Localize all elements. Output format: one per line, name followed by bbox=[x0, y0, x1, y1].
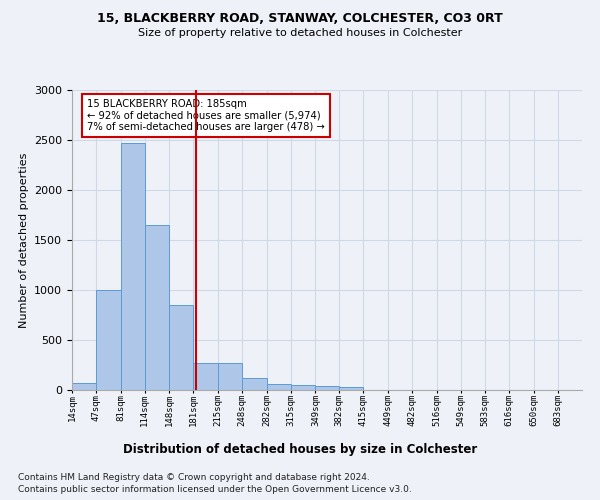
Text: Distribution of detached houses by size in Colchester: Distribution of detached houses by size … bbox=[123, 442, 477, 456]
Text: Contains public sector information licensed under the Open Government Licence v3: Contains public sector information licen… bbox=[18, 485, 412, 494]
Bar bbox=[242, 378, 267, 390]
Text: Size of property relative to detached houses in Colchester: Size of property relative to detached ho… bbox=[138, 28, 462, 38]
Y-axis label: Number of detached properties: Number of detached properties bbox=[19, 152, 29, 328]
Bar bbox=[121, 142, 145, 390]
Bar bbox=[267, 384, 290, 390]
Text: 15 BLACKBERRY ROAD: 185sqm
← 92% of detached houses are smaller (5,974)
7% of se: 15 BLACKBERRY ROAD: 185sqm ← 92% of deta… bbox=[88, 99, 325, 132]
Text: 15, BLACKBERRY ROAD, STANWAY, COLCHESTER, CO3 0RT: 15, BLACKBERRY ROAD, STANWAY, COLCHESTER… bbox=[97, 12, 503, 26]
Text: Contains HM Land Registry data © Crown copyright and database right 2024.: Contains HM Land Registry data © Crown c… bbox=[18, 472, 370, 482]
Bar bbox=[218, 362, 242, 390]
Bar bbox=[193, 362, 218, 390]
Bar bbox=[290, 384, 316, 390]
Bar bbox=[96, 290, 121, 390]
Bar bbox=[145, 225, 169, 390]
Bar bbox=[169, 305, 193, 390]
Bar bbox=[72, 382, 96, 390]
Bar bbox=[340, 387, 364, 390]
Bar bbox=[316, 386, 340, 390]
